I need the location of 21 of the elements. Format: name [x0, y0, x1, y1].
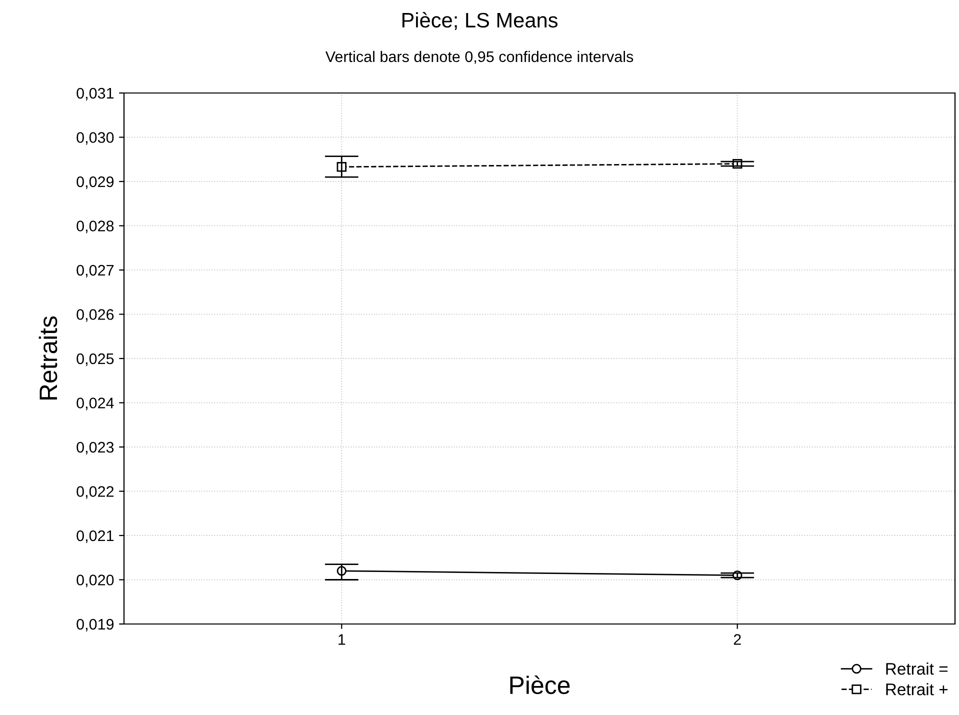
y-tick-label: 0,028: [76, 220, 114, 234]
y-tick-label: 0,019: [76, 618, 114, 632]
y-tick-label: 0,024: [76, 398, 114, 410]
y-tick-label: 0,021: [76, 530, 114, 543]
y-tick-label: 0,030: [76, 132, 114, 145]
x-tick-label: 1: [338, 634, 346, 645]
y-tick-label: 0,025: [76, 353, 114, 366]
chart-title: Pièce; LS Means: [402, 12, 558, 30]
x-axis-title: Pièce: [510, 675, 570, 694]
legend-label: Retrait +: [886, 683, 948, 696]
chart-subtitle: Vertical bars denote 0,95 confidence intervals: [325, 50, 634, 64]
y-tick-label: 0,029: [76, 176, 114, 189]
y-tick-label: 0,020: [76, 574, 114, 588]
y-tick-label: 0,023: [76, 442, 114, 454]
y-tick-label: 0,022: [76, 486, 114, 499]
y-tick-label: 0,031: [76, 88, 114, 100]
y-tick-label: 0,026: [76, 309, 114, 322]
y-axis-title: Retraits: [38, 316, 58, 400]
legend-label: Retrait =: [886, 662, 948, 675]
y-tick-label: 0,027: [76, 264, 114, 278]
x-tick-label: 2: [734, 634, 741, 645]
